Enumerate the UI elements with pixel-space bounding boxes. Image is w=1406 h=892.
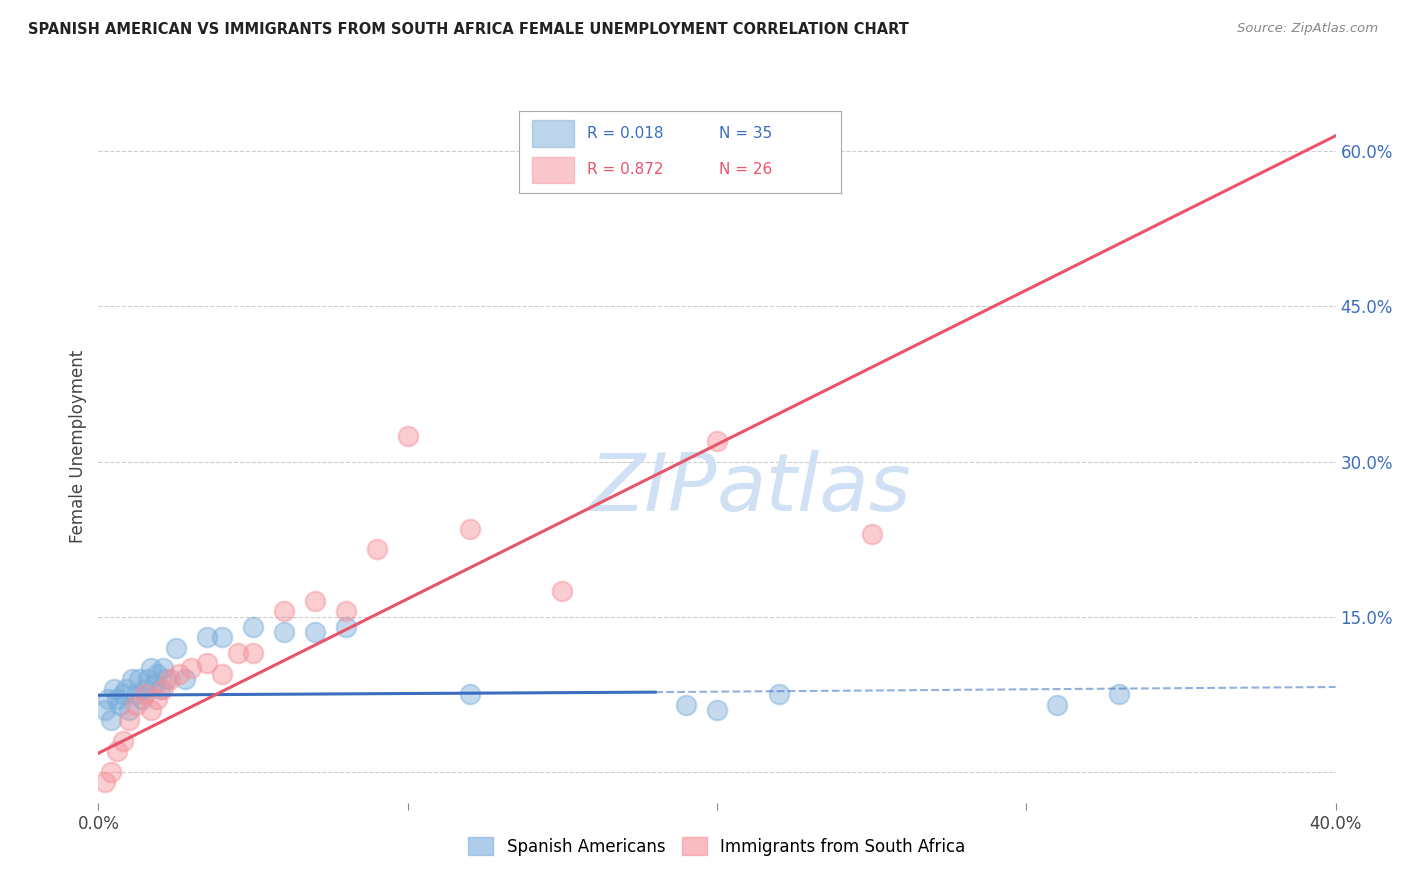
Point (97, 692, 120, 706)
Point (180, 661, 202, 675)
Point (128, 672, 150, 686)
Point (124, 687, 146, 701)
Point (159, 672, 181, 686)
Point (167, 666, 190, 681)
Y-axis label: Female Unemployment: Female Unemployment (69, 350, 87, 542)
Point (115, 681, 138, 696)
Point (273, 605, 295, 619)
Point (124, 698, 146, 712)
Point (152, 681, 174, 696)
Text: ZIP: ZIP (589, 450, 717, 528)
Point (768, 687, 790, 701)
Point (242, 620, 264, 634)
Text: atlas: atlas (717, 450, 912, 528)
Point (675, 698, 697, 712)
Point (105, 692, 128, 706)
Text: R = 0.018: R = 0.018 (586, 126, 664, 141)
Point (1046, 698, 1069, 712)
Point (143, 677, 166, 691)
Point (860, 527, 883, 541)
Point (152, 661, 174, 675)
Point (211, 666, 233, 681)
Point (304, 625, 326, 640)
Legend: Spanish Americans, Immigrants from South Africa: Spanish Americans, Immigrants from South… (461, 830, 973, 863)
Point (458, 522, 481, 536)
Point (93, 775, 115, 789)
Point (165, 640, 187, 655)
Point (121, 672, 143, 686)
Point (551, 583, 574, 598)
Point (273, 625, 295, 640)
Point (134, 681, 156, 696)
Point (1108, 687, 1130, 701)
Point (706, 703, 728, 717)
Point (149, 681, 172, 696)
Point (226, 646, 249, 660)
Point (195, 656, 218, 670)
Point (100, 764, 122, 779)
Bar (531, 157, 574, 183)
Point (93, 703, 115, 717)
Point (146, 666, 169, 681)
Point (174, 672, 197, 686)
Point (335, 605, 357, 619)
Point (131, 692, 153, 706)
Point (134, 687, 156, 701)
Point (112, 733, 135, 747)
Point (108, 698, 131, 712)
Point (211, 630, 233, 644)
Point (396, 428, 419, 442)
Text: N = 35: N = 35 (718, 126, 772, 141)
Point (458, 687, 481, 701)
Text: Source: ZipAtlas.com: Source: ZipAtlas.com (1237, 22, 1378, 36)
Point (242, 646, 264, 660)
Bar (531, 120, 574, 146)
Point (304, 594, 326, 608)
Point (139, 661, 162, 675)
Text: R = 0.872: R = 0.872 (586, 162, 664, 178)
Point (155, 672, 177, 686)
Point (139, 703, 162, 717)
Point (146, 692, 169, 706)
Point (118, 713, 141, 727)
Point (335, 620, 357, 634)
Point (105, 744, 128, 758)
Text: SPANISH AMERICAN VS IMMIGRANTS FROM SOUTH AFRICA FEMALE UNEMPLOYMENT CORRELATION: SPANISH AMERICAN VS IMMIGRANTS FROM SOUT… (28, 22, 910, 37)
Point (100, 713, 122, 727)
Point (118, 703, 141, 717)
Point (706, 434, 728, 448)
Point (112, 687, 135, 701)
Point (136, 672, 159, 686)
Point (103, 681, 125, 696)
Text: N = 26: N = 26 (718, 162, 772, 178)
Point (195, 630, 218, 644)
Point (366, 542, 388, 557)
